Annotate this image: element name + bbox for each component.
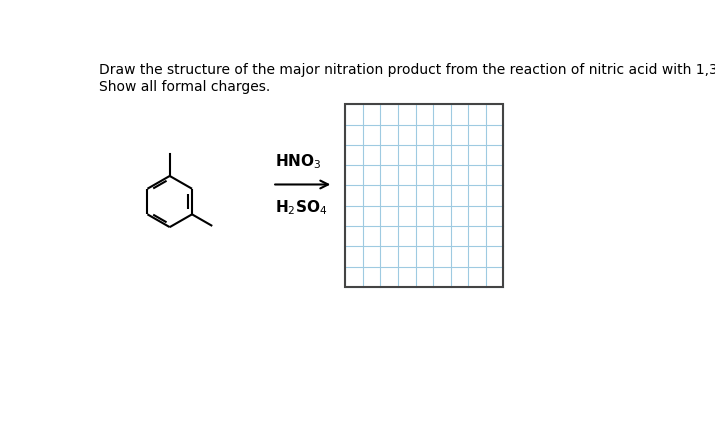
Text: Draw the structure of the major nitration product from the reaction of nitric ac: Draw the structure of the major nitratio… xyxy=(99,63,715,93)
Bar xyxy=(345,105,503,287)
Text: H$_2$SO$_4$: H$_2$SO$_4$ xyxy=(275,198,327,217)
Bar xyxy=(345,105,503,287)
Text: HNO$_3$: HNO$_3$ xyxy=(275,152,322,171)
